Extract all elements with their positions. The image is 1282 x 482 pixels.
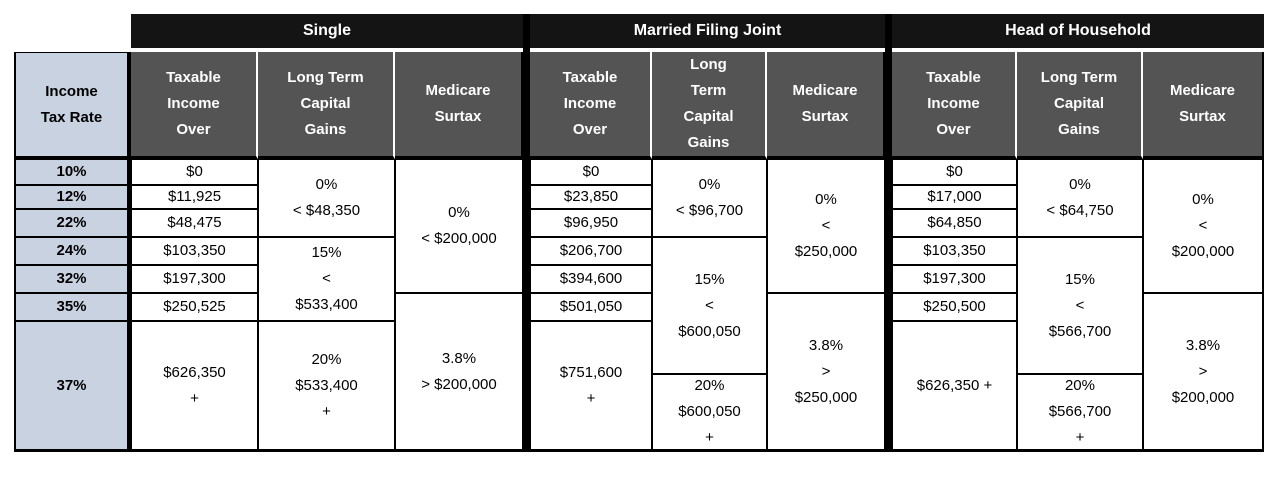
- col-header-mfj-ltcg: Long Term Capital Gains: [652, 52, 767, 159]
- hoh-income-35: $250,500: [892, 293, 1017, 321]
- col-header-single-medicare: Medicare Surtax: [395, 52, 523, 159]
- mfj-ltcg-20pct: 20% $600,050 +: [652, 374, 767, 452]
- mfj-income-22: $96,950: [530, 209, 652, 237]
- hoh-ltcg-0pct: 0% < $64,750: [1017, 159, 1143, 237]
- section-header-married-filing-joint: Married Filing Joint: [530, 14, 885, 48]
- single-income-24: $103,350: [131, 237, 258, 265]
- col-header-hoh-taxable-income: Taxable Income Over: [892, 52, 1017, 159]
- hoh-income-37: $626,350 +: [892, 321, 1017, 452]
- section-separator-1: [523, 14, 530, 452]
- single-medicare-3-8pct: 3.8% > $200,000: [395, 293, 523, 452]
- rate-cell-22: 22%: [14, 209, 128, 237]
- hoh-income-12: $17,000: [892, 185, 1017, 209]
- rate-cell-12: 12%: [14, 185, 128, 209]
- rate-cell-10: 10%: [14, 159, 128, 185]
- section-separator-2: [885, 14, 892, 452]
- hoh-income-24: $103,350: [892, 237, 1017, 265]
- rate-cell-24: 24%: [14, 237, 128, 265]
- hoh-medicare-3-8pct: 3.8% > $200,000: [1143, 293, 1264, 452]
- single-income-22: $48,475: [131, 209, 258, 237]
- single-income-35: $250,525: [131, 293, 258, 321]
- mfj-income-10: $0: [530, 159, 652, 185]
- single-income-10: $0: [131, 159, 258, 185]
- mfj-income-12: $23,850: [530, 185, 652, 209]
- single-ltcg-20pct: 20% $533,400 +: [258, 321, 395, 452]
- rate-cell-35: 35%: [14, 293, 128, 321]
- single-ltcg-0pct: 0% < $48,350: [258, 159, 395, 237]
- single-medicare-0pct: 0% < $200,000: [395, 159, 523, 293]
- rate-cell-32: 32%: [14, 265, 128, 293]
- single-ltcg-15pct: 15% < $533,400: [258, 237, 395, 321]
- mfj-medicare-3-8pct: 3.8% > $250,000: [767, 293, 885, 452]
- hoh-income-10: $0: [892, 159, 1017, 185]
- mfj-income-35: $501,050: [530, 293, 652, 321]
- single-income-32: $197,300: [131, 265, 258, 293]
- rate-column-divider: [128, 52, 131, 452]
- hoh-income-32: $197,300: [892, 265, 1017, 293]
- mfj-ltcg-15pct: 15% < $600,050: [652, 237, 767, 374]
- section-header-single: Single: [131, 14, 523, 48]
- hoh-income-22: $64,850: [892, 209, 1017, 237]
- mfj-income-24: $206,700: [530, 237, 652, 265]
- col-header-hoh-medicare: Medicare Surtax: [1143, 52, 1264, 159]
- col-header-mfj-medicare: Medicare Surtax: [767, 52, 885, 159]
- income-tax-rate-header: Income Tax Rate: [14, 52, 128, 159]
- hoh-ltcg-15pct: 15% < $566,700: [1017, 237, 1143, 374]
- section-header-head-of-household: Head of Household: [892, 14, 1264, 48]
- col-header-mfj-taxable-income: Taxable Income Over: [530, 52, 652, 159]
- col-header-single-ltcg: Long Term Capital Gains: [258, 52, 395, 159]
- mfj-medicare-0pct: 0% < $250,000: [767, 159, 885, 293]
- tax-rate-table: Single Married Filing Joint Head of Hous…: [14, 14, 1264, 452]
- hoh-medicare-0pct: 0% < $200,000: [1143, 159, 1264, 293]
- mfj-income-32: $394,600: [530, 265, 652, 293]
- hoh-ltcg-20pct: 20% $566,700 +: [1017, 374, 1143, 452]
- single-income-37: $626,350 +: [131, 321, 258, 452]
- mfj-ltcg-0pct: 0% < $96,700: [652, 159, 767, 237]
- mfj-income-37: $751,600 +: [530, 321, 652, 452]
- rate-cell-37: 37%: [14, 321, 128, 452]
- col-header-hoh-ltcg: Long Term Capital Gains: [1017, 52, 1143, 159]
- single-income-12: $11,925: [131, 185, 258, 209]
- col-header-single-taxable-income: Taxable Income Over: [131, 52, 258, 159]
